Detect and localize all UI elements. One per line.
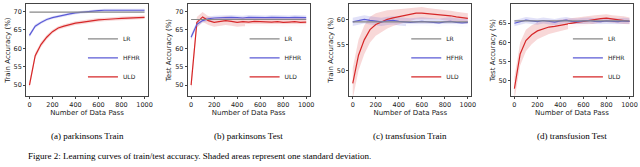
svg-text:200: 200 xyxy=(531,101,543,109)
svg-text:400: 400 xyxy=(69,101,81,109)
svg-text:55: 55 xyxy=(14,63,22,71)
svg-text:Number of Data Pass: Number of Data Pass xyxy=(212,109,286,117)
svg-text:600: 600 xyxy=(254,101,266,109)
svg-text:800: 800 xyxy=(439,101,451,109)
svg-text:(d) transfusion Test: (d) transfusion Test xyxy=(537,131,607,141)
svg-text:ULD: ULD xyxy=(285,73,298,80)
svg-text:50: 50 xyxy=(498,77,506,85)
svg-text:1000: 1000 xyxy=(298,101,315,109)
svg-text:50: 50 xyxy=(14,81,22,89)
svg-text:Number of Data Pass: Number of Data Pass xyxy=(50,109,124,117)
svg-text:200: 200 xyxy=(370,101,382,109)
svg-text:0: 0 xyxy=(27,101,31,109)
svg-text:70: 70 xyxy=(14,8,22,16)
svg-text:ULD: ULD xyxy=(608,73,621,80)
svg-text:400: 400 xyxy=(554,101,566,109)
svg-text:60: 60 xyxy=(14,45,22,53)
svg-text:Number of Data Pass: Number of Data Pass xyxy=(535,109,609,117)
svg-text:Test Accuracy (%): Test Accuracy (%) xyxy=(489,19,497,83)
svg-text:ULD: ULD xyxy=(123,73,136,80)
svg-text:800: 800 xyxy=(600,101,612,109)
svg-text:65: 65 xyxy=(14,26,22,34)
svg-text:Test Accuracy (%): Test Accuracy (%) xyxy=(165,19,173,83)
svg-text:Train Accuracy (%): Train Accuracy (%) xyxy=(327,17,335,84)
svg-text:200: 200 xyxy=(46,101,58,109)
svg-text:LR: LR xyxy=(608,35,616,42)
svg-text:65: 65 xyxy=(498,19,506,27)
svg-text:65: 65 xyxy=(175,26,183,34)
svg-text:1000: 1000 xyxy=(136,101,153,109)
svg-text:HFHR: HFHR xyxy=(285,54,302,61)
svg-text:600: 600 xyxy=(416,101,428,109)
svg-text:1000: 1000 xyxy=(460,101,477,109)
svg-text:Figure 2: Learning curves of t: Figure 2: Learning curves of train/test … xyxy=(28,151,371,161)
svg-text:HFHR: HFHR xyxy=(608,54,625,61)
svg-text:60: 60 xyxy=(337,16,345,24)
svg-text:800: 800 xyxy=(115,101,127,109)
svg-text:55: 55 xyxy=(175,63,183,71)
svg-text:200: 200 xyxy=(208,101,220,109)
svg-text:LR: LR xyxy=(446,35,454,42)
svg-text:800: 800 xyxy=(277,101,289,109)
svg-text:55: 55 xyxy=(498,58,506,66)
svg-text:400: 400 xyxy=(231,101,243,109)
svg-text:0: 0 xyxy=(512,101,516,109)
svg-text:400: 400 xyxy=(393,101,405,109)
svg-text:55: 55 xyxy=(337,41,345,49)
svg-text:LR: LR xyxy=(123,35,131,42)
svg-text:600: 600 xyxy=(577,101,589,109)
svg-text:HFHR: HFHR xyxy=(446,54,463,61)
svg-text:0: 0 xyxy=(351,101,355,109)
svg-text:(b) parkinsons Test: (b) parkinsons Test xyxy=(214,131,283,141)
svg-text:60: 60 xyxy=(175,45,183,53)
svg-text:50: 50 xyxy=(175,81,183,89)
svg-text:HFHR: HFHR xyxy=(123,54,140,61)
svg-text:ULD: ULD xyxy=(446,73,459,80)
svg-text:70: 70 xyxy=(175,8,183,16)
svg-text:0: 0 xyxy=(189,101,193,109)
svg-text:Train Accuracy (%): Train Accuracy (%) xyxy=(4,17,12,84)
svg-text:(c) transfusion Train: (c) transfusion Train xyxy=(373,131,447,141)
svg-text:60: 60 xyxy=(498,39,506,47)
svg-text:600: 600 xyxy=(92,101,104,109)
svg-text:1000: 1000 xyxy=(621,101,638,109)
svg-text:(a) parkinsons Train: (a) parkinsons Train xyxy=(51,131,124,141)
svg-text:LR: LR xyxy=(285,35,293,42)
svg-text:Number of Data Pass: Number of Data Pass xyxy=(373,109,447,117)
svg-text:50: 50 xyxy=(337,67,345,75)
